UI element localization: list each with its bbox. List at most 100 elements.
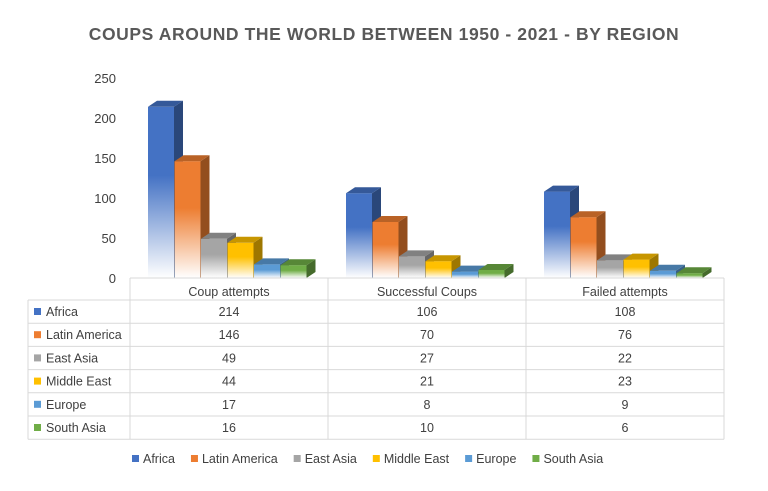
y-tick-label: 200 xyxy=(94,111,116,126)
y-tick-label: 250 xyxy=(94,71,116,86)
legend-label: Africa xyxy=(143,452,175,466)
bar-top xyxy=(201,232,236,239)
bar-top xyxy=(676,267,712,274)
legend-label: East Asia xyxy=(305,452,357,466)
bar-top xyxy=(597,254,632,261)
legend-label: Middle East xyxy=(384,452,450,466)
table-row-label: Latin America xyxy=(46,328,122,342)
bar-top xyxy=(174,155,210,162)
bar-latin-america xyxy=(174,155,210,278)
table-header: Successful Coups xyxy=(377,285,477,299)
table-legend-key xyxy=(34,308,41,315)
bar-top xyxy=(452,265,487,272)
table-row-label: East Asia xyxy=(46,351,98,365)
table-cell: 108 xyxy=(615,305,636,319)
bar-front xyxy=(174,161,201,278)
table-cell: 17 xyxy=(222,398,236,412)
legend-label: Europe xyxy=(476,452,516,466)
bar-top xyxy=(425,255,461,262)
table-legend-key xyxy=(34,424,41,431)
bar-front xyxy=(148,106,174,278)
bar-top xyxy=(478,264,514,270)
legend-swatch xyxy=(190,455,198,462)
bar-top xyxy=(372,216,408,222)
bar-side xyxy=(504,264,514,278)
table-cell: 9 xyxy=(622,398,629,412)
table-cell: 10 xyxy=(420,421,434,435)
bar-top xyxy=(650,264,685,271)
bar-top xyxy=(346,187,381,194)
bar-top xyxy=(280,259,316,266)
table-cell: 16 xyxy=(222,421,236,435)
table-cell: 22 xyxy=(618,351,632,365)
table-cell: 8 xyxy=(424,398,431,412)
bar-front xyxy=(544,191,570,278)
table-legend-key xyxy=(34,331,41,339)
bar-top xyxy=(227,236,263,243)
table-legend-key xyxy=(34,400,41,408)
bar-front xyxy=(650,270,676,278)
table-legend-key xyxy=(34,354,41,362)
bar-front xyxy=(399,256,425,278)
legend-label: South Asia xyxy=(543,452,603,466)
table-cell: 146 xyxy=(219,328,240,342)
table-row-label: Europe xyxy=(46,398,86,412)
table-cell: 27 xyxy=(420,351,434,365)
table-row-label: Africa xyxy=(46,305,78,319)
bar-front xyxy=(597,260,623,278)
bar-front xyxy=(425,261,452,278)
table-cell: 70 xyxy=(420,328,434,342)
bar-side xyxy=(306,259,316,278)
bar-front xyxy=(676,273,703,278)
bar-front xyxy=(346,193,372,278)
table-cell: 23 xyxy=(618,375,632,389)
legend: Africa Latin America East Asia Middle East E… xyxy=(132,452,603,466)
bar-top xyxy=(399,250,434,257)
bar-side xyxy=(702,267,712,278)
table-cell: 106 xyxy=(417,305,438,319)
table-cell: 49 xyxy=(222,351,236,365)
legend-swatch xyxy=(293,455,301,462)
bar-front xyxy=(452,271,478,278)
bar-front xyxy=(201,238,227,278)
legend-swatch xyxy=(132,455,139,462)
table-row-label: South Asia xyxy=(46,421,106,435)
bar-latin-america xyxy=(372,216,408,278)
bar-front xyxy=(372,222,399,278)
table-cell: 44 xyxy=(222,375,236,389)
bar-top xyxy=(148,100,183,107)
bar-front xyxy=(623,259,650,278)
table-cell: 214 xyxy=(219,305,240,319)
legend-swatch xyxy=(532,455,540,462)
chart-title: COUPS AROUND THE WORLD BETWEEN 1950 - 20… xyxy=(88,24,680,44)
legend-swatch xyxy=(465,455,473,462)
bar-top xyxy=(544,185,579,192)
y-tick-label: 50 xyxy=(102,231,116,246)
bar-front xyxy=(570,217,597,278)
bar-front xyxy=(254,264,280,278)
legend-label: Latin America xyxy=(202,452,278,466)
table-cell: 6 xyxy=(622,421,629,435)
bar-front xyxy=(478,270,505,278)
bar-front xyxy=(227,242,254,278)
bar-south-asia xyxy=(280,259,316,278)
y-tick-label: 150 xyxy=(94,151,116,166)
bar-south-asia xyxy=(676,267,712,278)
bar-top xyxy=(254,258,289,265)
bar-south-asia xyxy=(478,264,514,278)
legend-swatch xyxy=(372,455,380,462)
y-axis: 0 50 100 150 200 250 xyxy=(94,71,116,286)
table-row-label: Middle East xyxy=(46,375,112,389)
bars xyxy=(148,100,712,278)
table-header: Failed attempts xyxy=(582,285,667,299)
bar-top xyxy=(623,253,659,260)
y-tick-label: 100 xyxy=(94,191,116,206)
bar-front xyxy=(280,265,307,278)
data-table: Coup attempts Successful Coups Failed atte… xyxy=(27,277,725,440)
table-legend-key xyxy=(34,377,41,385)
table-cell: 21 xyxy=(420,375,434,389)
y-tick-label: 0 xyxy=(109,271,116,286)
bar-top xyxy=(570,211,606,218)
table-cell: 76 xyxy=(618,328,632,342)
